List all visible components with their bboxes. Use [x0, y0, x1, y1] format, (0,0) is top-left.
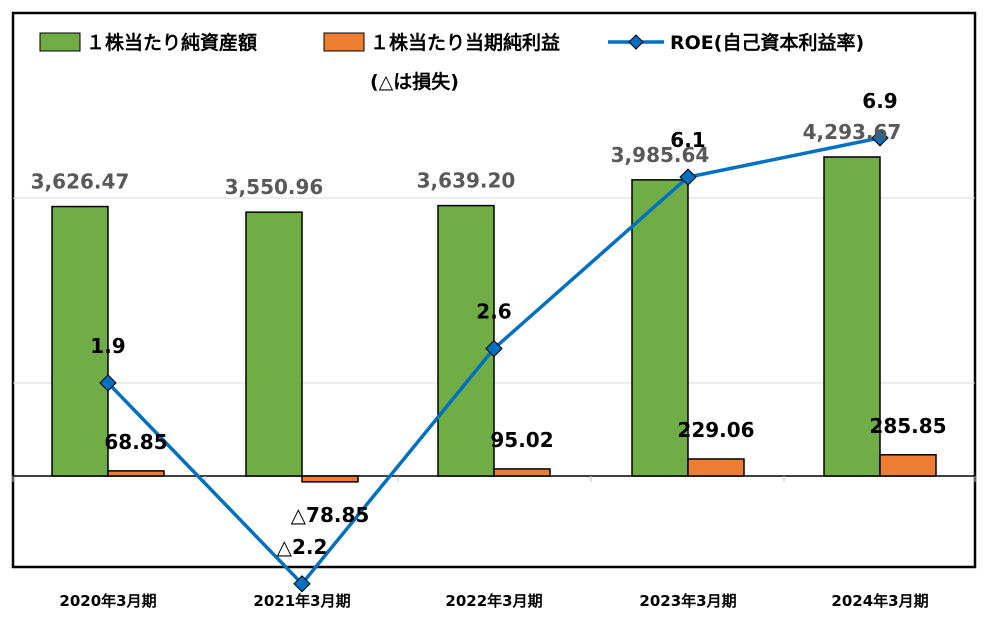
- bar-net-assets: [245, 211, 303, 477]
- label-net-income: 229.06: [677, 418, 754, 442]
- label-net-income: 95.02: [490, 428, 553, 452]
- category-label: 2020年3月期: [59, 592, 156, 610]
- label-net-assets: 3,626.47: [31, 170, 130, 194]
- bar-net-assets: [437, 204, 495, 477]
- label-roe: 1.9: [90, 334, 125, 358]
- bar-net-income: [107, 470, 165, 477]
- roe-marker: [485, 339, 503, 358]
- legend-swatch-net-income: [323, 32, 365, 52]
- label-net-assets: 4,293.67: [803, 120, 902, 144]
- label-roe: △2.2: [277, 535, 328, 559]
- legend-marker-roe: [628, 34, 644, 50]
- legend: １株当たり純資産額 １株当たり当期純利益 ROE(自己資本利益率) (△は損失): [39, 31, 864, 93]
- bars-layer: [51, 156, 937, 483]
- label-roe: 2.6: [476, 300, 511, 324]
- label-roe: 6.9: [862, 89, 897, 113]
- bar-net-income: [687, 458, 745, 477]
- legend-swatch-net-assets: [39, 32, 81, 52]
- legend-note-loss: (△は損失): [370, 70, 459, 93]
- label-net-income: △78.85: [291, 503, 370, 527]
- label-net-income: 285.85: [869, 414, 946, 438]
- label-net-assets: 3,639.20: [417, 169, 516, 193]
- legend-label-net-assets: １株当たり純資産額: [86, 31, 257, 54]
- category-label: 2024年3月期: [831, 592, 928, 610]
- roe-marker: [871, 129, 889, 147]
- roe-marker: [293, 575, 311, 593]
- bar-net-income: [493, 468, 551, 477]
- label-roe: 6.1: [670, 128, 705, 152]
- roe-line-layer: [99, 129, 889, 593]
- category-label: 2023年3月期: [639, 592, 736, 610]
- category-label: 2021年3月期: [253, 592, 350, 610]
- label-net-assets: 3,985.64: [611, 143, 710, 167]
- data-labels-layer: 3,626.47 68.85 3,550.96 △78.85 3,639.20 95.02…: [31, 89, 947, 559]
- legend-label-net-income: １株当たり当期純利益: [370, 31, 560, 54]
- bar-net-assets: [51, 205, 109, 477]
- bar-net-income: [301, 475, 359, 483]
- roe-marker: [99, 374, 117, 392]
- legend-label-roe: ROE(自己資本利益率): [670, 31, 864, 54]
- category-axis: 2020年3月期 2021年3月期 2022年3月期 2023年3月期 2024年3月期: [59, 592, 928, 610]
- label-net-income: 68.85: [104, 430, 167, 454]
- label-net-assets: 3,550.96: [225, 175, 324, 199]
- category-label: 2022年3月期: [445, 592, 542, 610]
- bar-net-income: [879, 454, 937, 477]
- chart-frame: [11, 11, 977, 569]
- bar-net-assets: [823, 156, 881, 477]
- bar-net-assets: [631, 179, 689, 477]
- roe-marker: [679, 168, 697, 186]
